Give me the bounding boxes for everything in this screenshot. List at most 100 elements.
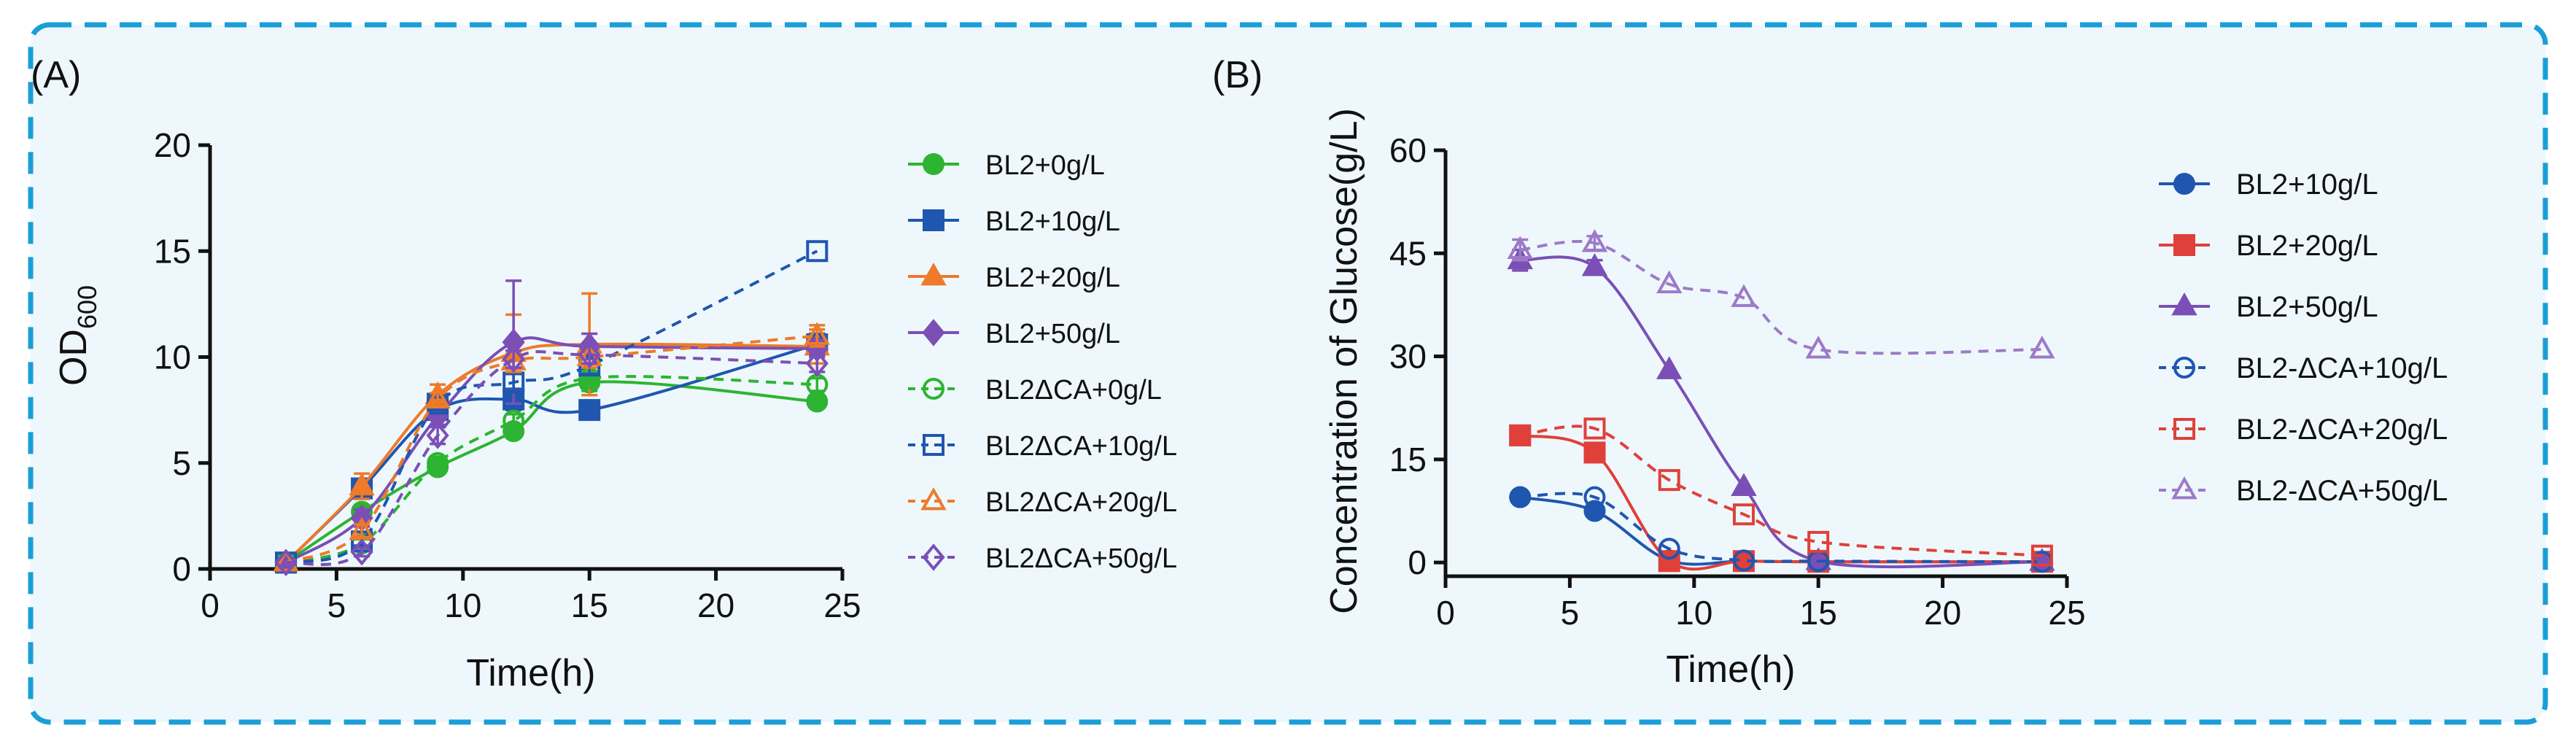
data-point [1583, 486, 1606, 508]
y-tick-label: 45 [1389, 234, 1427, 272]
legend-marker [923, 378, 944, 400]
y-tick-label: 30 [1389, 338, 1427, 376]
x-tick-label: 10 [1675, 594, 1712, 632]
panel-a: (A) OD600 Time(h) 0 5 10 15 20 25 0 5 10 15 20 BL2+… [31, 54, 1177, 694]
panel-a-ylabel-main: OD [53, 329, 95, 386]
x-tick-label: 5 [327, 586, 346, 624]
x-tick-label: 25 [823, 586, 861, 624]
legend-marker [920, 487, 947, 511]
data-point [1805, 547, 1831, 570]
legend-marker [2173, 234, 2195, 256]
panel-a-label: (A) [31, 54, 81, 96]
data-point [350, 538, 373, 566]
data-point [1656, 270, 1683, 294]
x-tick-label: 0 [1436, 594, 1455, 632]
x-tick-label: 20 [697, 586, 734, 624]
x-tick-label: 10 [444, 586, 481, 624]
series-line-4 [1519, 425, 2043, 557]
x-tick-label: 15 [571, 586, 608, 624]
legend-label: BL2+20g/L [2236, 230, 2378, 262]
data-point [1731, 473, 1757, 496]
legend-marker [923, 209, 944, 231]
legend-marker [2173, 173, 2195, 195]
legend-label: BL2ΔCA+50g/L [985, 543, 1177, 574]
data-point [805, 349, 829, 377]
data-point [1583, 417, 1606, 440]
y-tick-label: 0 [172, 550, 191, 588]
data-point [1658, 538, 1680, 560]
data-point [1732, 503, 1755, 526]
data-point [1731, 284, 1757, 307]
panel-b-ylabel: Concentration of Glucose(g/L) [1323, 108, 1365, 614]
legend-marker [2171, 292, 2197, 316]
legend-label: BL2+10g/L [985, 206, 1120, 237]
series-line-6 [285, 334, 818, 565]
data-point [2029, 336, 2055, 359]
legend-label: BL2ΔCA+0g/L [985, 375, 1162, 406]
data-point [426, 422, 449, 449]
data-point [424, 385, 451, 408]
legend-label: BL2ΔCA+10g/L [985, 431, 1177, 462]
legend-marker [2173, 357, 2195, 379]
panel-b-xlabel: Time(h) [1666, 648, 1795, 691]
x-tick-label: 0 [201, 586, 220, 624]
data-point [274, 549, 298, 577]
panel-a-ylabel: OD600 [53, 285, 102, 386]
panel-b: (B) Concentration of Glucose(g/L) Time(h… [1212, 54, 2448, 691]
y-tick-label: 15 [154, 232, 191, 270]
data-point [502, 345, 525, 373]
data-point [806, 240, 829, 263]
series-line-3 [1520, 492, 2042, 564]
panel-b-label: (B) [1212, 54, 1262, 96]
legend-label: BL2+0g/L [985, 150, 1105, 181]
x-tick-label: 25 [2048, 594, 2085, 632]
y-tick-label: 15 [1389, 441, 1427, 478]
data-point [1583, 441, 1606, 464]
legend-label: BL2-ΔCA+50g/L [2236, 475, 2448, 507]
y-tick-label: 0 [1408, 543, 1427, 581]
legend-label: BL2+10g/L [2236, 168, 2378, 201]
legend-marker [923, 434, 944, 456]
data-point [427, 451, 449, 474]
data-point [503, 409, 525, 432]
legend-marker [922, 319, 945, 346]
data-point [578, 399, 601, 422]
legend-label: BL2-ΔCA+20g/L [2236, 414, 2448, 446]
y-tick-label: 20 [154, 126, 191, 164]
data-point [578, 341, 601, 369]
data-point [1656, 356, 1683, 379]
legend-marker [2173, 418, 2195, 440]
data-point [1807, 530, 1830, 553]
legend-label: BL2+20g/L [985, 263, 1120, 293]
legend-label: BL2+50g/L [2236, 291, 2378, 323]
x-tick-label: 15 [1800, 594, 1837, 632]
y-tick-label: 5 [172, 444, 191, 482]
data-point [1581, 229, 1608, 252]
legend-marker [2171, 476, 2197, 500]
legend-label: BL2-ΔCA+10g/L [2236, 352, 2448, 384]
data-point [1509, 424, 1532, 446]
legend-marker [922, 543, 945, 571]
data-point [1581, 253, 1608, 276]
data-point [1732, 549, 1755, 572]
data-point [1658, 469, 1680, 492]
y-tick-label: 60 [1389, 131, 1427, 169]
data-point [1507, 236, 1533, 259]
panel-frame [28, 22, 2548, 725]
data-point [1805, 336, 1831, 359]
panel-a-ylabel-sub: 600 [72, 285, 102, 329]
legend-label: BL2ΔCA+20g/L [985, 487, 1177, 518]
x-tick-label: 20 [1924, 594, 1961, 632]
data-point [273, 549, 299, 572]
data-point [804, 322, 831, 345]
y-tick-label: 10 [154, 338, 191, 376]
legend-label: BL2+50g/L [985, 319, 1120, 349]
panel-a-xlabel: Time(h) [466, 652, 595, 694]
legend-marker [923, 153, 944, 175]
data-point [349, 472, 375, 496]
data-point [1509, 486, 1532, 508]
data-point [2030, 544, 2053, 567]
x-tick-label: 5 [1561, 594, 1580, 632]
